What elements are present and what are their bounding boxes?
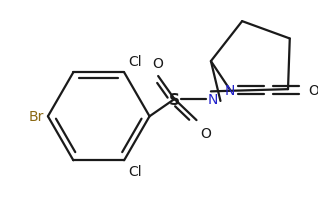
- Text: S: S: [169, 92, 180, 107]
- Text: O: O: [309, 83, 318, 97]
- Text: N: N: [208, 93, 218, 106]
- Text: Cl: Cl: [128, 55, 142, 69]
- Text: Cl: Cl: [128, 164, 142, 178]
- Text: Br: Br: [29, 110, 44, 124]
- Text: N: N: [225, 83, 235, 97]
- Text: O: O: [153, 57, 163, 71]
- Text: O: O: [200, 126, 211, 140]
